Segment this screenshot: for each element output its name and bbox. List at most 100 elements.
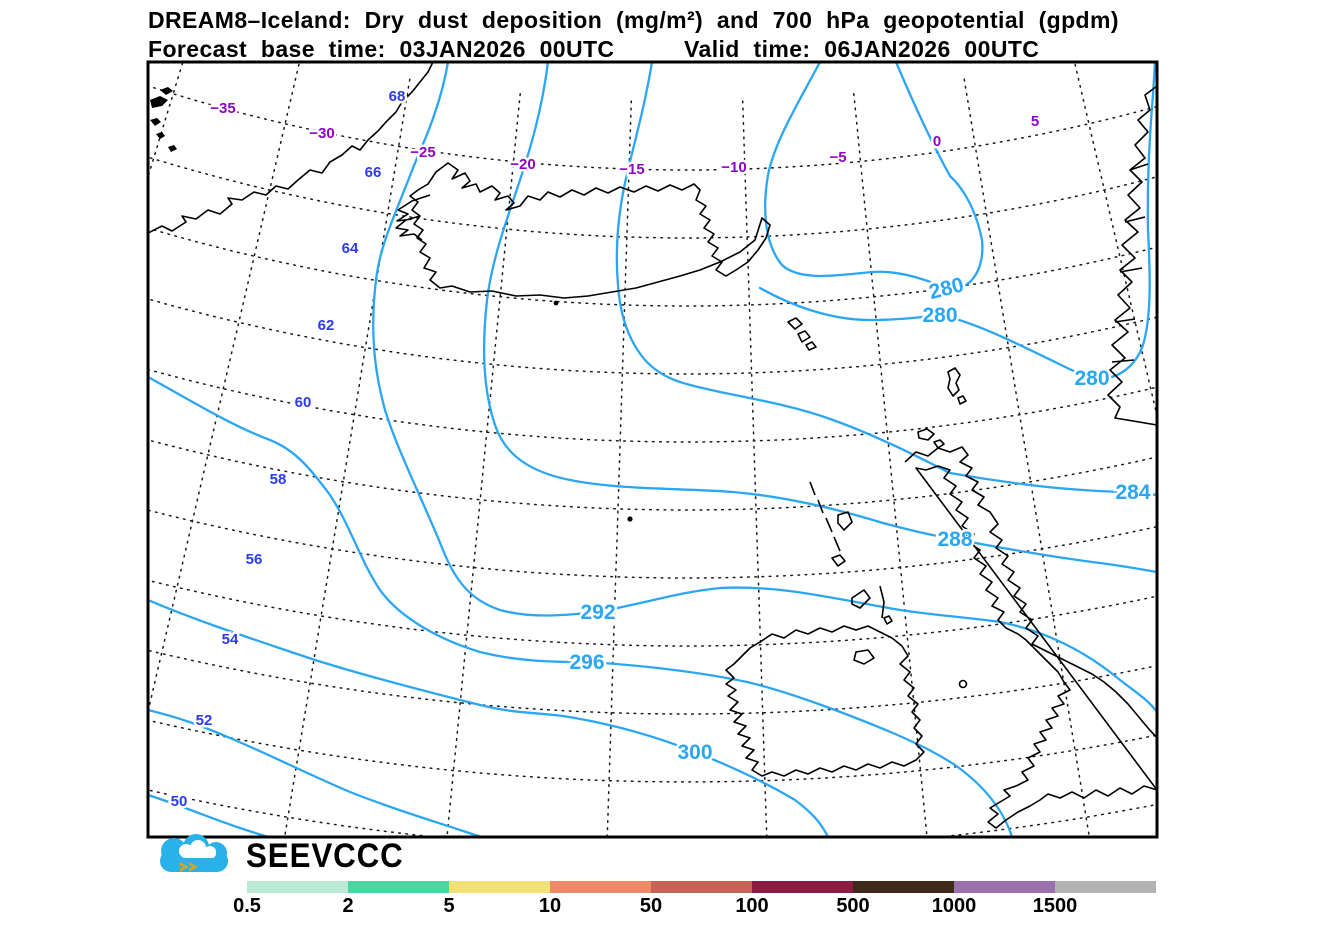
colorbar-tick-0.5: 0.5 xyxy=(233,895,261,917)
latitude-line-54 xyxy=(148,649,1157,715)
contour-label-280-1: 280 xyxy=(922,304,957,327)
lon-label-0-7: 0 xyxy=(933,133,941,150)
contour-label-3-8: 3 xyxy=(135,697,147,720)
lat-label-62-3: 62 xyxy=(318,317,335,334)
colorbar-segment-1 xyxy=(348,881,449,893)
longitude-line-0 xyxy=(963,78,1091,837)
lat-label-54-7: 54 xyxy=(222,631,239,648)
colorbar-tick-50: 50 xyxy=(639,895,663,917)
longitude-line--40 xyxy=(0,0,88,852)
coastlines xyxy=(148,62,1157,829)
colorbar-segment-6 xyxy=(853,881,954,893)
coastline-shetland xyxy=(947,367,967,405)
colorbar-segment-4 xyxy=(651,881,752,893)
contour-label-300-7: 300 xyxy=(677,741,712,764)
latitude-line-62 xyxy=(148,368,1157,443)
contour-label-288-4: 288 xyxy=(937,528,972,551)
coastline-faroe-islands xyxy=(787,317,817,351)
coastline-britain xyxy=(904,446,1157,829)
valid-time-label: Valid time: xyxy=(684,36,811,62)
lat-label-64-2: 64 xyxy=(342,240,359,257)
contour-300 xyxy=(148,598,830,837)
chart-subtitle: Forecast base time: 03JAN2026 00UTC Vali… xyxy=(148,35,1119,64)
contour-304 xyxy=(148,708,484,837)
coastline-hebrides xyxy=(809,481,893,625)
longitude-line--5 xyxy=(853,93,928,837)
colorbar-segment-0 xyxy=(247,881,348,893)
colorbar-tick-1500: 1500 xyxy=(1032,895,1078,917)
colorbar-tick-500: 500 xyxy=(836,895,870,917)
lat-label-50-9: 50 xyxy=(171,793,188,810)
contour-296 xyxy=(148,375,1014,837)
contour-label-284-3: 284 xyxy=(1115,481,1150,504)
colorbar-segment-3 xyxy=(550,881,651,893)
greenland-islands xyxy=(150,87,177,152)
colorbar-segment-8 xyxy=(1055,881,1156,893)
lat-label-52-8: 52 xyxy=(196,712,213,729)
longitude-line-5 xyxy=(1073,62,1157,420)
island-dot-stkilda xyxy=(627,516,633,522)
lat-label-58-5: 58 xyxy=(270,471,287,488)
longitude-labels: −35 −30 −25 −20 −15 −10 −5 0 5 xyxy=(208,98,1042,181)
coastline-orkney xyxy=(917,428,945,449)
longitude-line--15 xyxy=(606,100,633,837)
forecast-base-value: 03JAN2026 00UTC xyxy=(399,36,615,62)
latitude-line-66 xyxy=(148,227,1157,307)
chart-header: DREAM8–Iceland: Dry dust deposition (mg/… xyxy=(148,6,1119,64)
seevccc-logo: SEEVCCC xyxy=(148,834,417,878)
latitude-line-64 xyxy=(148,298,1157,375)
longitude-line--20 xyxy=(446,93,521,837)
colorbar-tick-labels: 0.5 2 5 10 50 100 500 1000 1500 xyxy=(233,895,1167,921)
coastline-greenland xyxy=(148,62,434,234)
forecast-base-label: Forecast base time: xyxy=(148,36,386,62)
latitude-line-56 xyxy=(148,579,1157,647)
contour-288 xyxy=(483,62,1157,574)
deposition-colorbar xyxy=(247,881,1156,893)
island-isle-of-man xyxy=(958,679,968,689)
latitude-line-58 xyxy=(148,509,1157,579)
longitude-line--30 xyxy=(148,62,301,715)
island-dot-vestmannaeyjar xyxy=(553,300,559,306)
seevccc-cloud-icon xyxy=(160,834,228,872)
latitude-line-68 xyxy=(148,156,1157,239)
latitude-line-60 xyxy=(148,439,1157,511)
colorbar-tick-100: 100 xyxy=(735,895,769,917)
colorbar-tick-2: 2 xyxy=(342,895,354,917)
coastline-iceland xyxy=(409,162,771,299)
seevccc-wordmark: SEEVCCC xyxy=(246,836,404,875)
colorbar-segment-5 xyxy=(752,881,853,893)
coastline-ireland xyxy=(725,625,925,777)
colorbar-segment-2 xyxy=(449,881,550,893)
latitude-line-70 xyxy=(148,85,1157,171)
lon-label-15-4: −15 xyxy=(619,161,644,178)
lon-label-20-3: −20 xyxy=(510,156,535,173)
contour-label-280-0: 280 xyxy=(927,273,967,304)
latitude-labels: 68 66 64 62 60 58 56 54 52 50 xyxy=(168,86,408,813)
contour-280-east xyxy=(758,62,1157,380)
lon-label-35-0: −35 xyxy=(210,100,235,117)
latitude-line-52 xyxy=(148,719,1157,783)
lat-label-56-6: 56 xyxy=(246,551,263,568)
longitude-line--25 xyxy=(283,78,411,837)
map-frame xyxy=(146,60,1159,839)
lat-label-60-4: 60 xyxy=(295,394,312,411)
geopotential-contours xyxy=(148,62,1157,837)
longitude-line--35 xyxy=(148,62,184,180)
colorbar-tick-5: 5 xyxy=(443,895,455,917)
contour-280-trough xyxy=(764,62,984,290)
lon-label-30-1: −30 xyxy=(309,125,334,142)
chart-title: DREAM8–Iceland: Dry dust deposition (mg/… xyxy=(148,7,1119,33)
lat-label-66-1: 66 xyxy=(365,164,382,181)
colorbar-tick-1000: 1000 xyxy=(931,895,977,917)
longitude-line-10 xyxy=(1181,29,1324,908)
lat-label-68-0: 68 xyxy=(389,88,406,105)
contour-label-292-5: 292 xyxy=(580,601,615,624)
contour-label-280-2: 280 xyxy=(1074,367,1109,390)
iceland-west-fjords xyxy=(395,194,431,241)
lon-label-25-2: −25 xyxy=(410,144,435,161)
longitude-line--10 xyxy=(741,100,768,837)
